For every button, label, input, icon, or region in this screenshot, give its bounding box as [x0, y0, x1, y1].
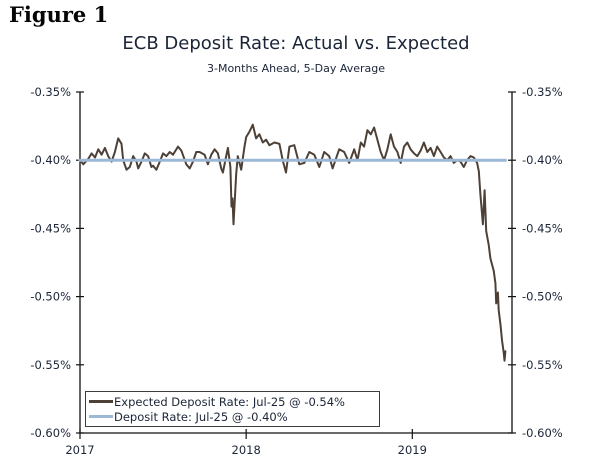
y-tick-label-right: -0.55%: [522, 358, 563, 372]
y-tick-label-right: -0.35%: [522, 85, 563, 99]
x-tick-label: 2019: [398, 443, 427, 457]
legend-label: Expected Deposit Rate: Jul-25 @ -0.54%: [114, 394, 345, 409]
legend-label: Deposit Rate: Jul-25 @ -0.40%: [114, 409, 288, 424]
y-tick-label-right: -0.50%: [522, 290, 563, 304]
chart-legend: Expected Deposit Rate: Jul-25 @ -0.54% D…: [85, 391, 380, 427]
y-tick-label-left: -0.40%: [30, 153, 71, 167]
y-tick-label-left: -0.60%: [30, 426, 71, 440]
x-tick-label: 2018: [232, 443, 261, 457]
deposit-rate-swatch: [89, 415, 113, 418]
expected-deposit-rate-swatch: [89, 400, 113, 403]
x-tick-label: 2017: [65, 443, 94, 457]
legend-entry-expected-deposit-rate: Expected Deposit Rate: Jul-25 @ -0.54%: [89, 394, 377, 409]
y-tick-label-left: -0.45%: [30, 221, 71, 235]
y-tick-label-left: -0.55%: [30, 358, 71, 372]
chart-title: ECB Deposit Rate: Actual vs. Expected: [122, 33, 470, 54]
figure-label: Figure 1: [9, 2, 109, 27]
y-tick-label-left: -0.35%: [30, 85, 71, 99]
y-tick-label-right: -0.60%: [522, 426, 563, 440]
y-tick-label-right: -0.40%: [522, 153, 563, 167]
y-tick-label-left: -0.50%: [30, 290, 71, 304]
y-tick-label-right: -0.45%: [522, 221, 563, 235]
legend-entry-deposit-rate: Deposit Rate: Jul-25 @ -0.40%: [89, 409, 377, 424]
chart-subtitle: 3-Months Ahead, 5-Day Average: [206, 62, 385, 75]
